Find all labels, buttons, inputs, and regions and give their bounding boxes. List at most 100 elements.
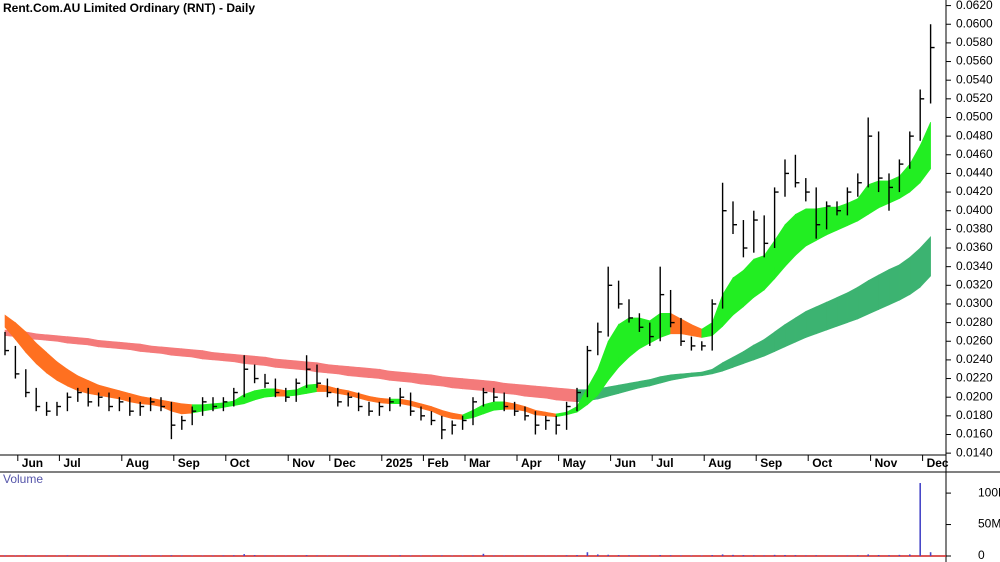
band-segment [857, 280, 869, 320]
band-segment [753, 338, 765, 361]
band-segment [545, 386, 557, 401]
band-segment [337, 365, 349, 377]
band-segment [659, 374, 671, 384]
volume-bar [305, 555, 308, 556]
band-segment [784, 213, 796, 268]
band-segment [316, 362, 328, 374]
volume-bar [316, 555, 318, 556]
volume-bar [576, 555, 578, 556]
volume-title: Volume [3, 472, 43, 486]
band-segment [35, 333, 47, 341]
volume-bar [815, 555, 817, 556]
x-tick-label: Jun [615, 456, 636, 470]
band-segment [909, 247, 921, 296]
band-segment [680, 372, 692, 379]
x-tick-label: Mar [469, 456, 491, 470]
y-tick-label: 0.0180 [956, 408, 993, 422]
band-segment [483, 380, 495, 393]
band-segment [836, 202, 848, 231]
y-tick-label: 0.0520 [956, 91, 993, 105]
volume-bar [108, 555, 110, 556]
band-segment [701, 322, 713, 338]
x-tick-label: Dec [927, 456, 949, 470]
volume-bar [181, 555, 183, 556]
band-segment [691, 371, 703, 378]
band-segment [722, 276, 734, 328]
band-segment [202, 350, 214, 361]
band-segment [909, 144, 921, 193]
y-tick-label: 0.0360 [956, 240, 993, 254]
volume-bar [659, 554, 661, 556]
volume-bar [357, 555, 360, 556]
band-segment [410, 372, 422, 385]
band-segment [275, 358, 287, 369]
band-segment [399, 371, 411, 383]
band-segment [306, 361, 318, 373]
band-segment [763, 331, 775, 357]
band-segment [618, 317, 630, 369]
band-segment [743, 258, 755, 308]
band-segment [805, 208, 817, 247]
volume-bar [430, 555, 433, 556]
x-tick-label: Jul [656, 456, 673, 470]
band-segment [139, 343, 151, 353]
band-segment [233, 393, 245, 406]
band-segment [295, 384, 307, 396]
y-tick-label: 0.0560 [956, 54, 993, 68]
volume-bar [909, 554, 911, 556]
band-segment [264, 356, 276, 368]
volume-bar [555, 555, 557, 556]
volume-bar [680, 555, 682, 556]
band-segment [181, 403, 193, 415]
volume-bar [482, 553, 485, 556]
volume-bar [846, 555, 849, 556]
volume-bar [66, 555, 69, 556]
band-segment [160, 399, 172, 412]
band-segment [368, 395, 380, 404]
volume-bar [701, 555, 703, 556]
band-segment [337, 388, 349, 396]
volume-bar [170, 555, 173, 556]
y-tick-label: 0.0440 [956, 166, 993, 180]
band-segment [680, 318, 692, 337]
band-segment [514, 403, 526, 412]
x-tick-label: Sep [178, 456, 200, 470]
y-tick-label: 0.0460 [956, 147, 993, 161]
volume-bar [472, 555, 474, 556]
band-segment [888, 264, 900, 306]
x-tick-label: Aug [126, 456, 149, 470]
band-segment [899, 256, 911, 301]
volume-bar [877, 554, 880, 556]
band-segment [472, 379, 484, 391]
band-segment [514, 383, 526, 397]
band-segment [722, 356, 734, 372]
band-segment [254, 355, 266, 366]
volume-bar [597, 554, 599, 556]
x-tick-label: Jul [63, 456, 80, 470]
band-segment [316, 383, 328, 392]
band-segment [119, 390, 131, 403]
band-segment [98, 384, 110, 398]
band-segment [878, 268, 890, 311]
band-segment [451, 377, 463, 390]
volume-bar [711, 555, 713, 556]
volume-bar [139, 555, 141, 556]
volume-bar [867, 554, 869, 556]
volume-bar [56, 555, 58, 556]
volume-bar [649, 555, 651, 556]
volume-bar [690, 555, 693, 556]
volume-bar [794, 555, 797, 556]
band-segment [191, 349, 203, 360]
band-segment [119, 341, 131, 350]
band-segment [431, 406, 443, 417]
band-segment [171, 401, 183, 415]
volume-bar [784, 554, 786, 556]
x-tick-label: Feb [427, 456, 448, 470]
volume-bar [274, 555, 277, 556]
bands [4, 122, 931, 420]
band-segment [628, 317, 640, 358]
band-segment [639, 317, 651, 350]
band-segment [795, 208, 807, 257]
band-segment [98, 339, 110, 349]
